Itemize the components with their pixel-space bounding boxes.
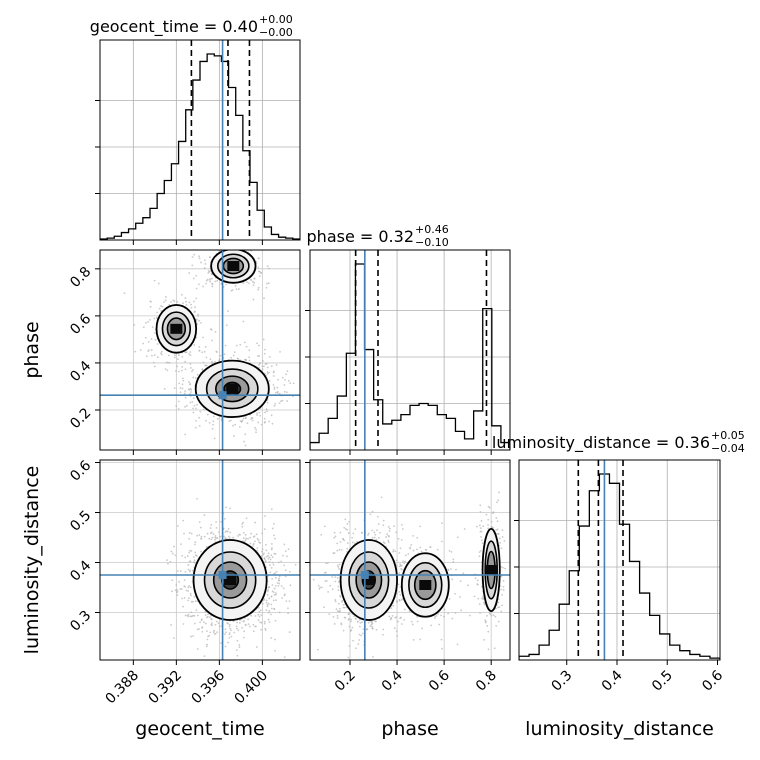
- truth-marker: [218, 571, 227, 579]
- density-core: [170, 323, 183, 334]
- panel-frame: [99, 459, 301, 661]
- panel-frame: [309, 459, 511, 661]
- title-phase: phase = 0.32 +0.46−0.10: [307, 223, 449, 249]
- x-tick-label: 0.6: [699, 667, 726, 694]
- x-axis-label-geocent_time: geocent_time: [135, 718, 264, 740]
- x-tick-label: 0.5: [649, 668, 676, 695]
- panel-frame: [309, 249, 511, 451]
- title-minus: −0.00: [259, 26, 293, 39]
- panel-frame: [99, 39, 301, 241]
- panels-layer: [95, 39, 721, 665]
- y-axis-label-luminosity_distance: luminosity_distance: [21, 466, 43, 655]
- x-tick-label: 0.4: [379, 667, 406, 694]
- title-plus: +0.46: [415, 223, 449, 236]
- histogram-phase: [310, 263, 510, 450]
- panel-geocent_time-luminosity_distance: [95, 459, 301, 665]
- y-tick-label: 0.4: [67, 358, 94, 385]
- x-tick-label: 0.4: [599, 667, 626, 694]
- title-plus: +0.00: [259, 13, 293, 26]
- density-core: [485, 565, 498, 575]
- density-core: [226, 383, 239, 394]
- title-main: luminosity_distance = 0.36: [492, 433, 710, 453]
- panel-geocent_time-phase: [95, 249, 301, 455]
- x-axis-label-phase: phase: [381, 718, 438, 740]
- histogram-geocent_time: [100, 53, 300, 240]
- title-plus: +0.05: [711, 429, 745, 442]
- x-tick-label: 0.8: [473, 668, 500, 695]
- histogram-luminosity_distance: [519, 473, 720, 660]
- y-tick-label: 0.6: [67, 457, 94, 484]
- density-contours: [192, 539, 268, 621]
- x-tick-label: 0.6: [426, 667, 453, 694]
- y-axis-label-phase: phase: [21, 321, 43, 378]
- x-tick-label: 0.400: [232, 668, 272, 708]
- density-core: [362, 575, 375, 585]
- title-minus: −0.10: [415, 236, 449, 249]
- x-tick-label: 0.3: [549, 668, 576, 695]
- panel-phase-luminosity_distance: [305, 459, 511, 665]
- truth-marker: [218, 391, 227, 400]
- x-axis-label-luminosity_distance: luminosity_distance: [525, 718, 714, 740]
- panel-luminosity_distance-luminosity_distance: [514, 459, 721, 665]
- panel-frame: [518, 459, 721, 661]
- x-tick-label: 0.396: [189, 667, 229, 707]
- x-tick-label: 0.392: [146, 668, 186, 708]
- title-minus: −0.04: [711, 442, 745, 455]
- panel-phase-phase: [305, 249, 511, 455]
- y-tick-label: 0.6: [67, 311, 94, 338]
- panel-frame: [99, 249, 301, 451]
- density-core: [419, 580, 432, 590]
- title-geocent_time: geocent_time = 0.40 +0.00−0.00: [90, 13, 293, 39]
- panel-titles-layer: geocent_time = 0.40 +0.00−0.00 phase = 0.3…: [90, 13, 745, 455]
- density-core: [224, 575, 237, 585]
- y-tick-label: 0.8: [67, 264, 94, 291]
- x-tick-label: 0.2: [332, 668, 359, 695]
- truth-marker: [360, 571, 369, 579]
- y-tick-label: 0.5: [67, 508, 94, 535]
- title-main: geocent_time = 0.40: [90, 17, 258, 37]
- title-main: phase = 0.32: [307, 227, 414, 246]
- axis-labels-layer: geocent_time phase luminosity_distancephas…: [21, 321, 714, 740]
- title-luminosity_distance: luminosity_distance = 0.36 +0.05−0.04: [492, 429, 745, 455]
- y-tick-label: 0.3: [67, 608, 94, 635]
- density-contours: [155, 250, 270, 418]
- y-tick-label: 0.2: [67, 405, 94, 432]
- density-core: [227, 261, 240, 271]
- panel-geocent_time-geocent_time: [95, 39, 301, 245]
- y-tick-label: 0.4: [67, 557, 94, 584]
- density-contours: [339, 527, 501, 621]
- x-tick-label: 0.388: [102, 668, 142, 708]
